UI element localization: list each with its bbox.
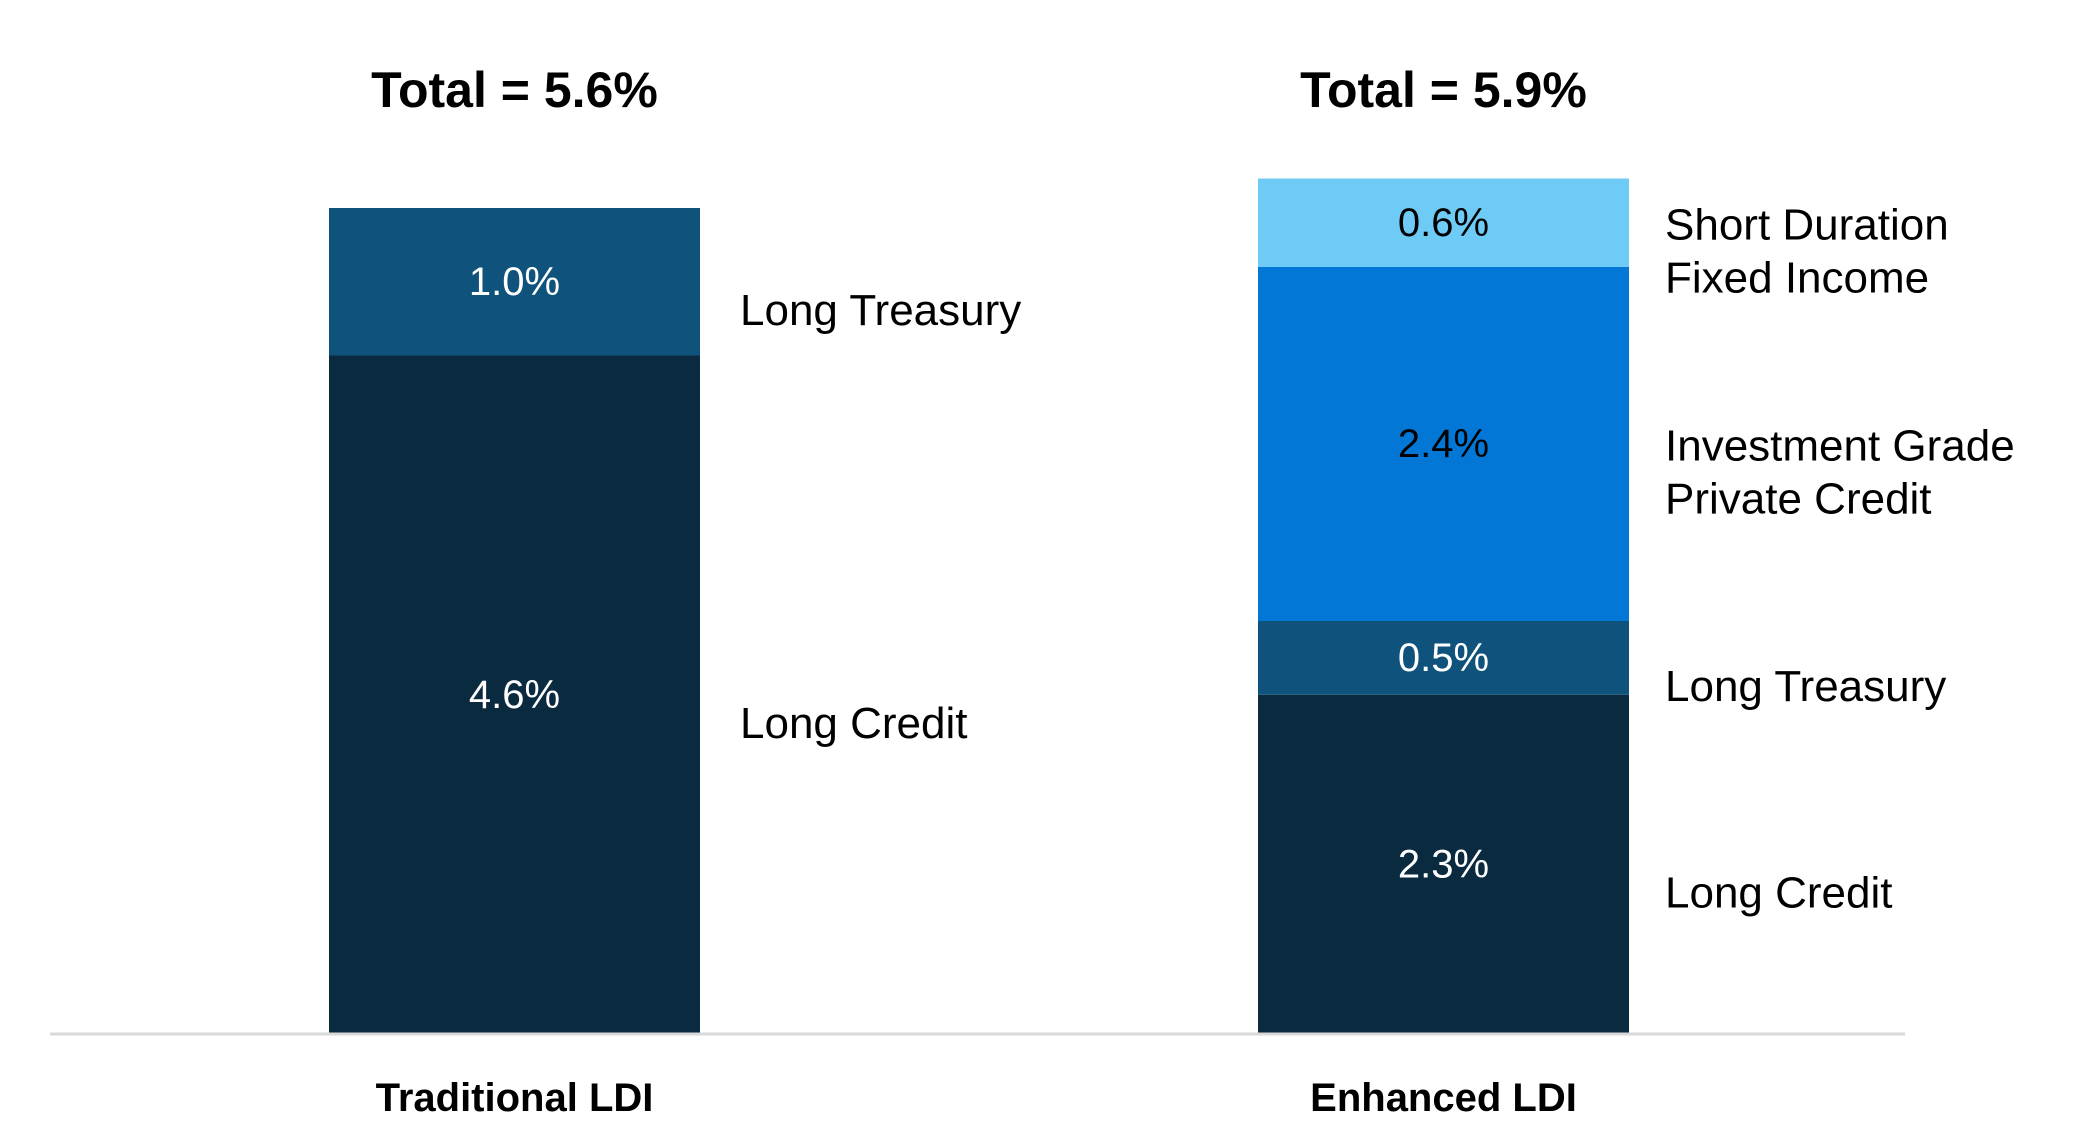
- segment-name-label: Long Treasury: [740, 285, 1021, 334]
- category-labels-layer: Traditional LDI Enhanced LDI: [376, 1076, 1577, 1120]
- data-label: 2.3%: [1398, 842, 1489, 886]
- segment-name-label: Long Credit: [1665, 868, 1892, 917]
- category-label: Traditional LDI: [376, 1076, 654, 1120]
- segment-name-line: Investment Grade: [1665, 421, 2015, 470]
- bars-layer: [329, 178, 1629, 1034]
- data-label: 4.6%: [469, 673, 560, 717]
- bar-segment: [1258, 267, 1629, 621]
- segment-name-line: Fixed Income: [1665, 253, 1929, 302]
- segment-name-line: Short Duration: [1665, 200, 1949, 249]
- segment-name-line: Long Treasury: [1665, 661, 1946, 710]
- segment-name-line: Long Credit: [740, 698, 967, 747]
- data-label: 1.0%: [469, 260, 560, 304]
- total-label: Total = 5.6%: [371, 62, 658, 118]
- totals-layer: Total = 5.6% Total = 5.9%: [371, 62, 1587, 118]
- category-label: Enhanced LDI: [1310, 1076, 1577, 1120]
- bar-segment: [1258, 178, 1629, 267]
- bar-segment: [329, 355, 700, 1034]
- bar-segment: [1258, 621, 1629, 695]
- segment-name-line: Long Treasury: [740, 285, 1021, 334]
- segment-name-line: Long Credit: [1665, 868, 1892, 917]
- segment-name-label: Long Credit: [740, 698, 967, 747]
- segment-name-line: Private Credit: [1665, 474, 1932, 523]
- segment-names-layer: Long Credit Long Treasury Short Duration Fi…: [740, 200, 2015, 917]
- total-label: Total = 5.9%: [1300, 62, 1587, 118]
- segment-name-label: Long Treasury: [1665, 661, 1946, 710]
- segment-name-label: Investment Grade Private Credit: [1665, 421, 2015, 523]
- data-label: 0.6%: [1398, 201, 1489, 245]
- bar-segment: [329, 208, 700, 356]
- segment-name-label: Short Duration Fixed Income: [1665, 200, 1949, 302]
- bar-segment: [1258, 694, 1629, 1034]
- data-label: 2.4%: [1398, 422, 1489, 466]
- value-labels-layer: 4.6% 1.0% 2.3% 0.5% 2.4% 0.6%: [469, 201, 1489, 887]
- data-label: 0.5%: [1398, 636, 1489, 680]
